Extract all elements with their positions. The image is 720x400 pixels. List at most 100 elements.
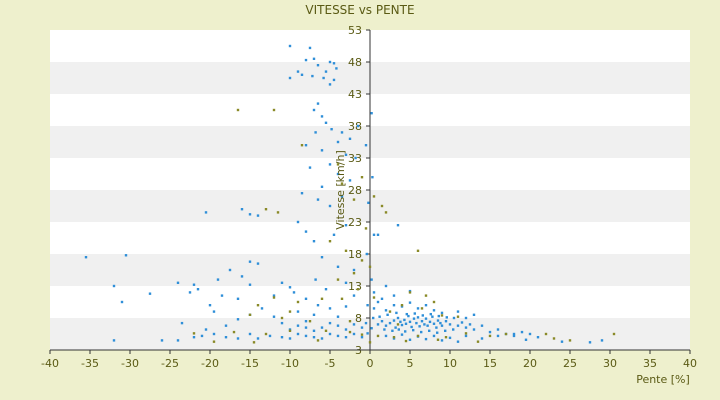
data-point: [436, 331, 439, 334]
data-point: [288, 286, 292, 289]
data-point: [296, 332, 300, 336]
data-point: [308, 166, 312, 169]
data-point: [248, 332, 252, 336]
data-point: [352, 268, 356, 272]
x-tick-label: -40: [41, 357, 59, 370]
data-point: [288, 44, 292, 48]
data-point: [456, 324, 460, 327]
data-point: [336, 163, 340, 166]
x-tick-label: -10: [281, 357, 299, 370]
data-point: [192, 336, 196, 339]
data-point: [304, 297, 308, 300]
data-point: [432, 300, 436, 304]
data-point: [444, 329, 447, 332]
data-point: [407, 314, 410, 318]
data-point: [314, 278, 317, 281]
data-point: [472, 313, 476, 316]
data-point: [272, 296, 276, 299]
data-point: [320, 149, 324, 152]
data-point: [512, 332, 516, 336]
data-point: [340, 182, 344, 185]
data-point: [256, 214, 260, 217]
data-point: [180, 321, 184, 325]
data-point: [335, 67, 338, 70]
data-point: [392, 336, 396, 339]
data-point: [496, 334, 500, 338]
data-point: [328, 163, 332, 166]
data-point: [588, 341, 592, 344]
data-point: [416, 316, 420, 319]
data-point: [371, 176, 374, 179]
data-point: [386, 313, 389, 316]
data-point: [423, 323, 426, 326]
data-point: [296, 310, 300, 313]
y-tick-labels: 38131823283338434853: [348, 24, 370, 357]
data-point: [288, 310, 292, 313]
data-point: [272, 108, 276, 112]
x-tick-label: 0: [367, 357, 374, 370]
data-point: [370, 278, 373, 281]
data-point: [404, 322, 408, 325]
data-point: [405, 312, 408, 316]
data-point: [428, 320, 432, 324]
data-point: [344, 153, 348, 156]
x-axis-label: Pente [%]: [636, 373, 690, 386]
data-point: [316, 339, 320, 342]
data-point: [415, 321, 418, 325]
x-tick-label: -30: [121, 357, 139, 370]
data-point: [176, 281, 180, 284]
data-point: [413, 312, 416, 315]
data-point: [364, 321, 368, 325]
data-point: [316, 64, 320, 67]
data-point: [444, 336, 448, 339]
data-point: [356, 124, 360, 128]
data-point: [336, 334, 340, 338]
data-point: [464, 316, 468, 320]
data-point: [400, 305, 404, 308]
data-point: [188, 291, 192, 294]
data-point: [300, 73, 304, 76]
data-point: [212, 332, 216, 336]
data-point: [360, 176, 364, 179]
data-point: [399, 320, 402, 324]
data-point: [380, 204, 384, 208]
data-point: [312, 57, 316, 60]
data-point: [204, 328, 208, 331]
data-point: [367, 201, 370, 204]
data-point: [288, 328, 292, 331]
data-point: [308, 46, 312, 50]
data-point: [320, 297, 324, 300]
data-point: [432, 322, 436, 325]
data-point: [372, 316, 375, 320]
data-point: [344, 249, 348, 252]
x-tick-label: 20: [523, 357, 537, 370]
data-point: [354, 156, 357, 160]
axes: [50, 30, 690, 351]
data-point: [268, 334, 272, 338]
data-point: [112, 339, 116, 342]
data-point: [328, 83, 332, 86]
data-point: [431, 315, 434, 318]
data-point: [216, 278, 220, 281]
x-tick-label: -25: [161, 357, 179, 370]
data-point: [352, 198, 356, 201]
data-point: [312, 313, 316, 316]
data-point: [228, 268, 232, 272]
data-point: [344, 281, 348, 284]
data-point: [388, 321, 392, 325]
data-point: [304, 334, 308, 338]
data-point: [311, 74, 314, 78]
data-point: [240, 275, 244, 278]
data-point: [396, 224, 400, 227]
data-point: [366, 332, 369, 335]
y-tick-label: 28: [348, 184, 362, 197]
data-point: [332, 78, 336, 82]
x-tick-label: 15: [483, 357, 497, 370]
data-point: [264, 332, 268, 336]
data-point: [424, 304, 428, 307]
data-point: [160, 339, 164, 342]
data-point: [288, 337, 292, 340]
data-point: [568, 339, 572, 342]
data-point: [280, 316, 284, 320]
data-point: [424, 294, 428, 297]
